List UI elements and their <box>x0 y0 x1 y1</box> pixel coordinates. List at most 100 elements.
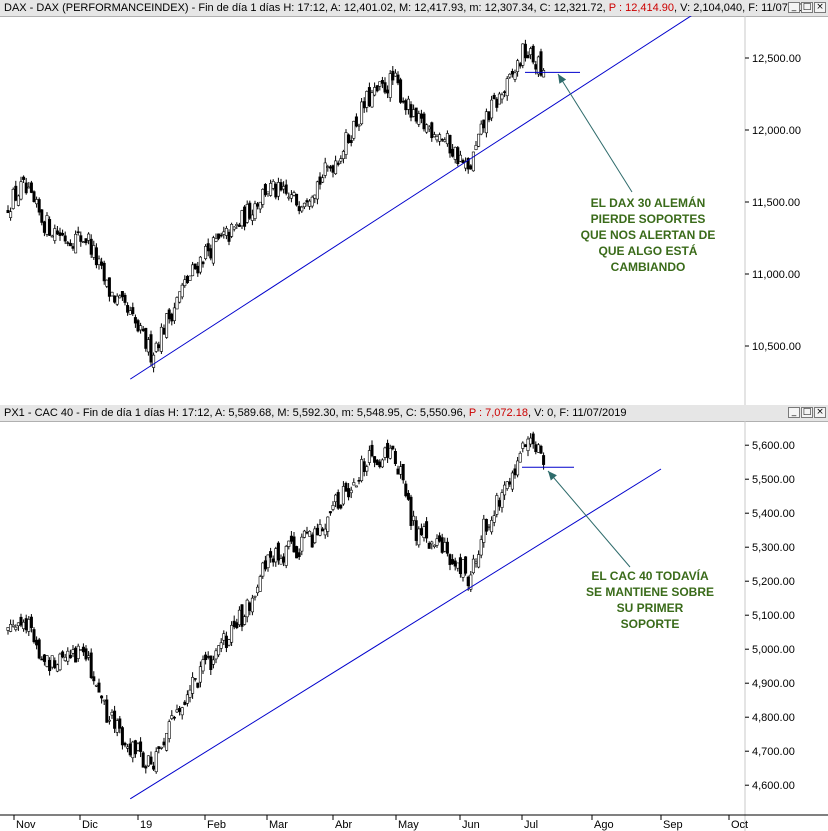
candle-body <box>266 554 270 569</box>
candle-body <box>471 558 475 574</box>
candle-body <box>19 616 23 626</box>
candle-body <box>341 151 345 159</box>
candle-body <box>35 639 39 646</box>
candle-body <box>222 231 226 235</box>
candle-body <box>542 455 546 465</box>
candle-body <box>435 538 439 546</box>
candle-body <box>362 101 366 109</box>
candle-body <box>227 639 231 646</box>
candle-body <box>352 120 356 139</box>
candle-body <box>448 134 452 154</box>
maximize-icon[interactable]: □ <box>801 2 813 13</box>
candle-body <box>523 444 527 448</box>
candle-body <box>113 710 117 729</box>
candle-body <box>360 459 364 482</box>
maximize-icon[interactable]: □ <box>801 407 813 418</box>
candle-body <box>487 526 491 528</box>
candle-body <box>409 104 413 118</box>
candle-body <box>180 284 184 298</box>
candle-body <box>443 139 447 142</box>
candle-body <box>354 116 358 127</box>
candle-body <box>474 561 478 564</box>
candle-body <box>347 134 351 143</box>
x-axis-label: Jun <box>462 819 480 831</box>
dax-window-controls: _ □ × <box>788 2 826 13</box>
candle-body <box>198 256 202 273</box>
candle-body <box>479 123 483 135</box>
cac-ytick-label: 4,900.00 <box>752 678 795 690</box>
candle-body <box>315 181 319 200</box>
candle-body <box>123 742 127 746</box>
candle-body <box>321 177 325 183</box>
candle-body <box>292 536 296 553</box>
candle-body <box>414 107 418 122</box>
candle-body <box>451 559 455 565</box>
cac-trendline <box>130 468 662 800</box>
candle-body <box>84 648 88 660</box>
dax-ytick-label: 11,000.00 <box>752 269 800 281</box>
candle-body <box>263 184 267 196</box>
candle-body <box>391 70 395 81</box>
dax-header-p: P : 12,414.90 <box>608 2 675 14</box>
candle-body <box>388 73 392 98</box>
candle-body <box>222 633 226 641</box>
candle-body <box>344 132 348 155</box>
candle-body <box>53 660 57 669</box>
cac-ytick-label: 4,700.00 <box>752 746 795 758</box>
candle-body <box>396 468 400 475</box>
candle-body <box>396 74 400 84</box>
candle-body <box>339 504 343 509</box>
candle-body <box>133 740 137 755</box>
candle-body <box>97 258 101 265</box>
candle-body <box>503 91 507 93</box>
candle-body <box>269 183 273 196</box>
candle-body <box>27 186 31 189</box>
candle-body <box>492 94 496 100</box>
candle-body <box>388 447 392 459</box>
candle-body <box>107 277 111 297</box>
candle-body <box>136 320 140 332</box>
candle-body <box>170 313 174 322</box>
candle-body <box>14 626 18 630</box>
candle-body <box>256 586 260 594</box>
candle-body <box>365 466 369 472</box>
candle-body <box>79 649 83 651</box>
candle-body <box>157 344 161 349</box>
candle-body <box>146 339 150 353</box>
dax-annotation-line-4: QUE ALGO ESTÁ <box>599 243 698 258</box>
candle-body <box>432 134 436 138</box>
candle-body <box>191 677 195 694</box>
candle-body <box>357 480 361 482</box>
candle-body <box>144 766 148 769</box>
candle-body <box>289 194 293 199</box>
candle-body <box>105 699 109 723</box>
minimize-icon[interactable]: _ <box>788 407 800 418</box>
minimize-icon[interactable]: _ <box>788 2 800 13</box>
close-icon[interactable]: × <box>814 2 826 13</box>
candle-body <box>250 597 254 613</box>
candle-body <box>258 201 262 210</box>
x-axis: Nov Dic 19 Feb Mar Abr May Jun Jul Ago Sep Oct <box>0 814 828 831</box>
candle-body <box>503 484 507 496</box>
candle-body <box>484 518 488 532</box>
candle-body <box>165 313 169 338</box>
cac-annotation-line-1: EL CAC 40 TODAVÍA <box>591 568 709 583</box>
candle-body <box>373 456 377 463</box>
candle-body <box>126 305 130 313</box>
dax-header-v: V: 2,104,040 <box>680 2 743 14</box>
candle-body <box>253 595 257 598</box>
candle-body <box>102 262 106 282</box>
candle-body <box>102 699 106 702</box>
x-axis-label: Abr <box>335 819 352 831</box>
candle-body <box>167 721 171 739</box>
candle-body <box>521 43 525 66</box>
candle-body <box>115 295 119 305</box>
cac-header-v: V: 0 <box>534 407 554 419</box>
candle-body <box>297 552 301 557</box>
candle-body <box>6 627 10 631</box>
close-icon[interactable]: × <box>814 407 826 418</box>
candle-body <box>24 618 28 631</box>
candle-body <box>516 460 520 476</box>
candle-body <box>42 654 46 662</box>
candle-body <box>466 576 470 587</box>
